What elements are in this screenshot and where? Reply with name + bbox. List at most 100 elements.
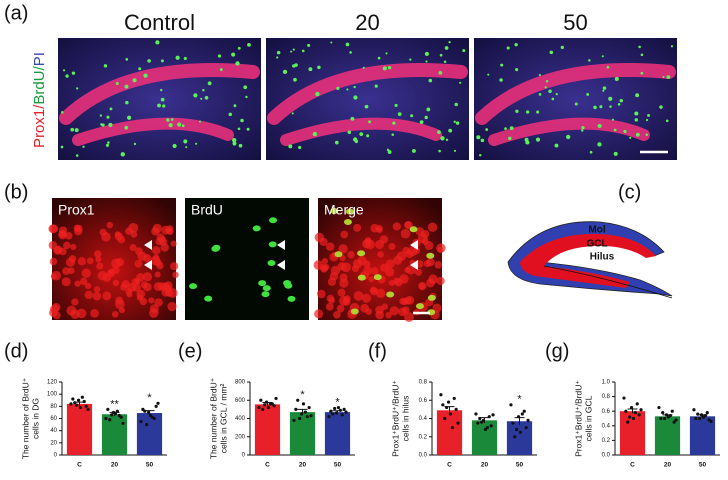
nucleus xyxy=(99,228,107,236)
cell xyxy=(397,112,402,117)
cell xyxy=(438,71,443,75)
nucleus xyxy=(106,269,115,278)
significance: ** xyxy=(110,398,119,410)
nucleus xyxy=(130,231,138,238)
nucleus xyxy=(152,254,160,261)
nucleus xyxy=(402,306,410,314)
bar xyxy=(654,416,681,455)
cell xyxy=(193,93,198,98)
nucleus xyxy=(51,303,61,312)
x-tick-label: 20 xyxy=(111,462,119,469)
y-tick-label: 0.2 xyxy=(419,434,428,440)
cell xyxy=(555,93,558,96)
data-point xyxy=(480,420,484,424)
data-point xyxy=(518,430,523,434)
cell xyxy=(385,52,388,55)
data-point xyxy=(628,415,632,419)
nucleus xyxy=(376,227,383,234)
cell xyxy=(606,65,610,69)
data-point xyxy=(298,416,302,421)
cell xyxy=(74,128,79,133)
cell xyxy=(454,102,458,107)
brdu-cell xyxy=(262,285,271,292)
cell xyxy=(387,150,392,154)
cell xyxy=(549,50,554,55)
data-point xyxy=(446,400,451,404)
y-tick-label: 100 xyxy=(47,392,58,398)
data-point xyxy=(635,402,639,406)
brdu-cell xyxy=(268,241,277,248)
granule-layer xyxy=(72,117,234,146)
data-point xyxy=(705,411,709,415)
x-tick-label: 50 xyxy=(699,462,707,469)
cell xyxy=(485,128,489,131)
hilus-boundary xyxy=(543,265,673,299)
brdu-cell xyxy=(252,225,261,232)
cell xyxy=(228,112,233,117)
data-point xyxy=(631,416,636,421)
cell xyxy=(409,58,412,61)
cell xyxy=(635,93,640,98)
cell xyxy=(453,120,456,123)
cell xyxy=(455,121,460,125)
cell xyxy=(202,88,205,92)
image-title: 20 xyxy=(355,10,379,35)
data-point xyxy=(441,403,445,407)
nucleus xyxy=(368,276,375,283)
nucleus xyxy=(421,238,429,245)
nucleus xyxy=(49,224,59,234)
cell xyxy=(200,97,203,100)
brdu-cell xyxy=(258,280,267,287)
nucleus xyxy=(92,291,102,301)
data-point xyxy=(113,412,118,416)
cell xyxy=(71,71,76,75)
nucleus xyxy=(77,257,87,266)
data-point xyxy=(115,409,119,413)
cell xyxy=(75,87,79,90)
data-point xyxy=(454,407,458,411)
nucleus xyxy=(163,281,173,291)
cell xyxy=(133,142,137,146)
nucleus xyxy=(336,304,345,313)
data-point xyxy=(664,413,669,417)
data-point xyxy=(522,409,526,413)
cell xyxy=(599,105,603,109)
cell xyxy=(237,127,241,131)
cell xyxy=(444,46,449,50)
data-point xyxy=(86,407,90,411)
data-point xyxy=(474,412,478,416)
bar xyxy=(136,413,163,455)
nucleus xyxy=(314,309,324,319)
cell xyxy=(159,88,163,92)
nucleus xyxy=(140,281,148,289)
nucleus xyxy=(58,230,67,238)
x-tick-label: 20 xyxy=(299,462,307,469)
cell xyxy=(662,75,665,78)
nucleus xyxy=(93,286,101,293)
nucleus xyxy=(321,258,329,265)
cell xyxy=(602,86,607,90)
cell xyxy=(106,115,110,119)
cell xyxy=(437,130,441,135)
cell xyxy=(168,123,173,128)
nucleus xyxy=(339,295,349,306)
nucleus xyxy=(325,242,335,251)
data-point xyxy=(84,404,88,408)
cell xyxy=(290,50,293,53)
data-point xyxy=(336,405,341,410)
nucleus xyxy=(325,302,334,311)
data-point xyxy=(108,418,112,422)
side-label-part: BrdU/ xyxy=(31,65,48,104)
nucleus xyxy=(347,250,355,259)
cell xyxy=(246,127,250,131)
y-tick-label: 0 xyxy=(242,453,246,459)
cell xyxy=(75,154,79,157)
data-point xyxy=(73,401,77,405)
cell xyxy=(276,50,281,55)
cell xyxy=(506,46,510,50)
cell xyxy=(317,65,321,70)
bar xyxy=(324,412,351,455)
error-bar xyxy=(627,408,638,414)
cell xyxy=(132,78,137,83)
